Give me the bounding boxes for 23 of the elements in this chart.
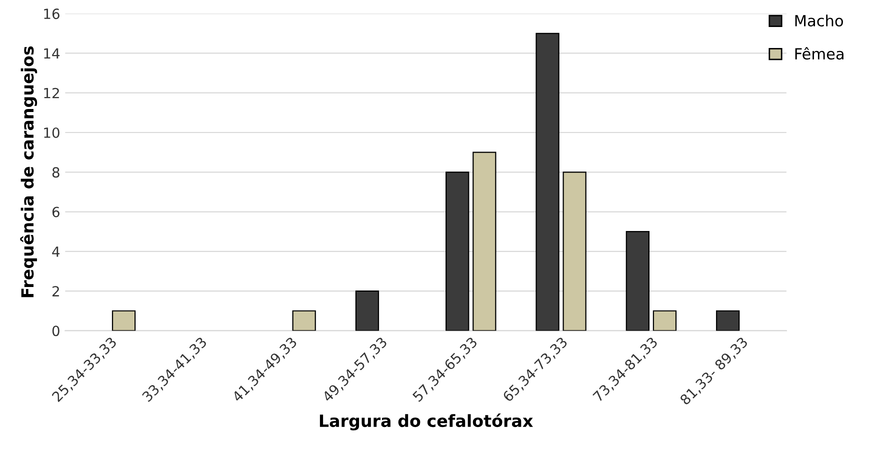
bar	[716, 310, 740, 331]
x-axis-title: Largura do cefalotórax	[320, 414, 533, 430]
y-tick-label: 10	[44, 127, 60, 138]
bar	[112, 310, 136, 331]
bar	[292, 310, 316, 331]
bar	[626, 231, 650, 331]
bar	[562, 172, 586, 331]
y-tick-label: 0	[52, 326, 60, 336]
bar	[446, 172, 470, 331]
bar	[472, 152, 496, 331]
bar	[536, 32, 560, 331]
y-tick-label: 8	[52, 167, 60, 178]
y-tick-label: 12	[44, 88, 59, 98]
y-tick-label: 4	[52, 246, 60, 257]
y-axis-title: Frequência de caranguejos	[20, 46, 38, 298]
y-tick-label: 16	[44, 8, 60, 20]
legend-label: Fêmea	[795, 47, 844, 60]
legend-label: Macho	[795, 14, 843, 26]
bar	[355, 290, 380, 331]
y-tick-label: 2	[52, 286, 59, 296]
y-tick-label: 6	[52, 206, 60, 218]
y-tick-label: 14	[44, 48, 60, 59]
bar	[652, 310, 677, 331]
